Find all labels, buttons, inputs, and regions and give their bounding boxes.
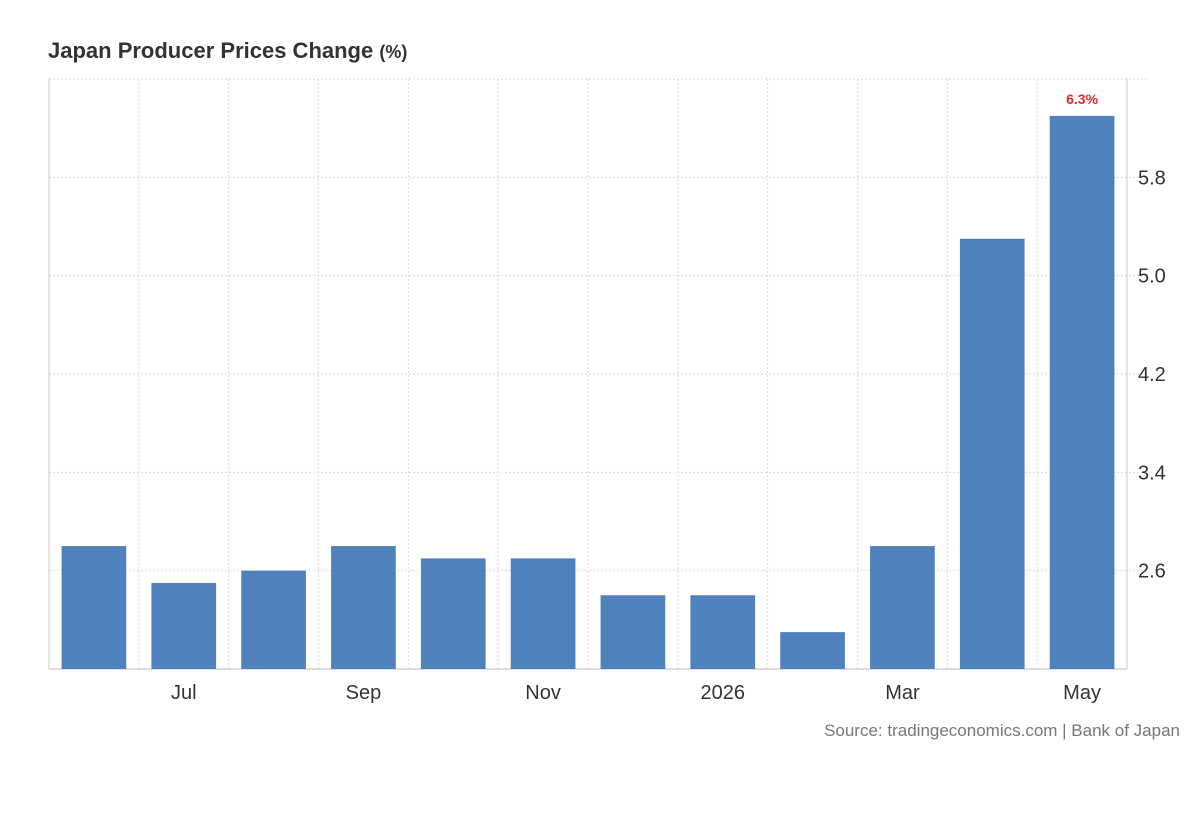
bar (959, 238, 1025, 669)
bar (600, 595, 666, 669)
bar (870, 546, 935, 669)
chart-title: Japan Producer Prices Change (%) (48, 38, 407, 64)
bar (151, 582, 217, 669)
bar (780, 632, 845, 669)
bar (690, 595, 756, 669)
y-tick-label: 2.6 (1138, 561, 1166, 583)
latest-value-label: 6.3% (1066, 91, 1098, 107)
bar (1049, 115, 1115, 669)
bar (61, 546, 127, 669)
bar (420, 558, 486, 669)
y-tick-label: 5.0 (1138, 266, 1166, 288)
y-tick-label: 3.4 (1138, 462, 1166, 484)
chart-title-unit: (%) (379, 42, 408, 62)
x-tick-label: Sep (346, 682, 382, 704)
y-tick-label: 5.8 (1138, 167, 1166, 189)
source-attribution: Source: tradingeconomics.com | Bank of J… (824, 721, 1180, 740)
x-tick-label: May (1063, 682, 1101, 704)
bar (510, 558, 576, 669)
x-tick-label: Nov (525, 682, 561, 704)
x-tick-label: 2026 (701, 682, 746, 704)
bar (241, 570, 306, 669)
x-tick-label: Jul (171, 682, 197, 704)
chart-title-main: Japan Producer Prices Change (48, 38, 374, 63)
x-tick-label: Mar (885, 682, 920, 704)
y-tick-label: 4.2 (1138, 364, 1166, 386)
bar (331, 546, 396, 669)
